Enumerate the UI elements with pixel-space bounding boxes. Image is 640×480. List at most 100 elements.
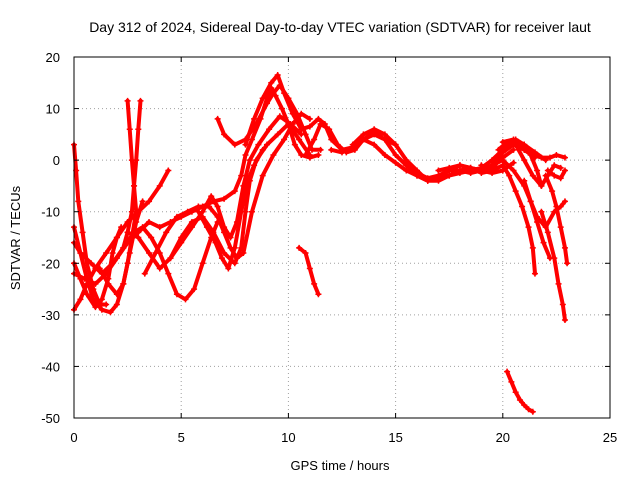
data-point-s14 (259, 95, 266, 102)
data-point-s24 (561, 154, 568, 161)
y-tick-label: -30 (41, 308, 60, 323)
data-point-s14 (274, 72, 281, 79)
data-point-s6 (156, 224, 163, 231)
data-point-s17 (392, 159, 399, 166)
data-point-s1 (75, 198, 82, 205)
data-point-s5 (173, 291, 180, 298)
data-point-s28 (561, 167, 568, 174)
data-point-s10 (163, 229, 170, 236)
data-point-s24 (510, 136, 517, 143)
data-point-s12 (212, 239, 219, 246)
data-point-s9 (156, 265, 163, 272)
data-point-s27 (557, 224, 564, 231)
y-axis-label: SDTVAR / TECUs (8, 185, 23, 290)
data-point-s10 (306, 115, 313, 122)
series-line-s5 (72, 220, 220, 302)
data-point-s13 (231, 141, 238, 148)
data-point-s17 (360, 136, 367, 143)
data-point-s14 (289, 110, 296, 117)
data-point-s5 (77, 249, 84, 256)
data-point-s10 (248, 208, 255, 215)
data-point-s26 (555, 280, 562, 287)
data-point-s10 (184, 208, 191, 215)
y-tick-label: 20 (46, 50, 60, 65)
data-point-s6 (92, 280, 99, 287)
data-point-s6 (278, 105, 285, 112)
data-point-s6 (113, 255, 120, 262)
data-point-s6 (242, 151, 249, 158)
data-point-s11 (227, 234, 234, 241)
y-tick-label: -40 (41, 359, 60, 374)
data-point-s25 (527, 198, 534, 205)
data-point-s12 (259, 146, 266, 153)
data-point-s26 (551, 255, 558, 262)
series-line-s29 (505, 369, 535, 414)
series-line-s14 (243, 73, 398, 152)
data-point-s19 (456, 167, 463, 174)
data-point-s16 (392, 151, 399, 158)
data-point-s4 (156, 182, 163, 189)
data-point-s5 (182, 296, 189, 303)
data-point-s23 (529, 172, 536, 179)
data-point-s23 (551, 162, 558, 169)
data-point-s11 (214, 203, 221, 210)
data-point-s8 (120, 244, 127, 251)
data-point-s21 (519, 203, 526, 210)
x-tick-label: 25 (603, 430, 617, 445)
data-point-s14 (242, 141, 249, 148)
data-point-s23 (557, 164, 564, 171)
series-line-s12 (196, 147, 265, 271)
data-point-s14 (268, 79, 275, 86)
series-line-s15 (297, 245, 321, 297)
data-point-s7 (96, 265, 103, 272)
data-point-s10 (270, 151, 277, 158)
data-point-s12 (195, 208, 202, 215)
data-point-s11 (178, 239, 185, 246)
data-point-s25 (521, 177, 528, 184)
data-point-s6 (315, 151, 322, 158)
data-point-s21 (478, 162, 485, 169)
data-point-s10 (152, 249, 159, 256)
data-point-s15 (306, 265, 313, 272)
data-point-s29 (512, 389, 519, 396)
x-tick-label: 0 (70, 430, 77, 445)
data-point-s12 (238, 208, 245, 215)
data-point-s29 (508, 378, 515, 385)
data-point-s13 (263, 100, 270, 107)
data-point-s5 (148, 234, 155, 241)
data-point-s20 (534, 167, 541, 174)
data-point-s28 (557, 175, 564, 182)
data-point-s23 (538, 182, 545, 189)
series-line-s21 (479, 163, 537, 276)
data-point-s4 (103, 249, 110, 256)
data-point-s26 (561, 317, 568, 324)
data-point-s12 (218, 255, 225, 262)
data-point-s3 (83, 291, 90, 298)
data-point-s11 (255, 141, 262, 148)
series-line-s9 (125, 122, 312, 271)
data-point-s13 (270, 90, 277, 97)
data-point-s29 (529, 408, 536, 415)
data-point-s7 (113, 291, 120, 298)
data-point-s15 (296, 244, 303, 251)
data-point-s21 (499, 162, 506, 169)
data-point-s18 (371, 126, 378, 133)
data-point-s16 (302, 151, 309, 158)
data-point-s8 (128, 208, 135, 215)
data-point-s12 (231, 244, 238, 251)
y-tick-label: -20 (41, 256, 60, 271)
data-point-s27 (549, 188, 556, 195)
data-point-s16 (326, 126, 333, 133)
data-point-s18 (360, 131, 367, 138)
data-point-s24 (553, 151, 560, 158)
data-point-s2 (107, 309, 114, 316)
data-point-s17 (339, 149, 345, 156)
data-point-s29 (525, 406, 532, 413)
data-point-s23 (495, 146, 502, 153)
data-point-s6 (81, 275, 88, 282)
data-point-s24 (529, 151, 536, 158)
data-point-s20 (467, 164, 474, 171)
data-point-s18 (381, 131, 388, 138)
x-tick-label: 20 (496, 430, 510, 445)
